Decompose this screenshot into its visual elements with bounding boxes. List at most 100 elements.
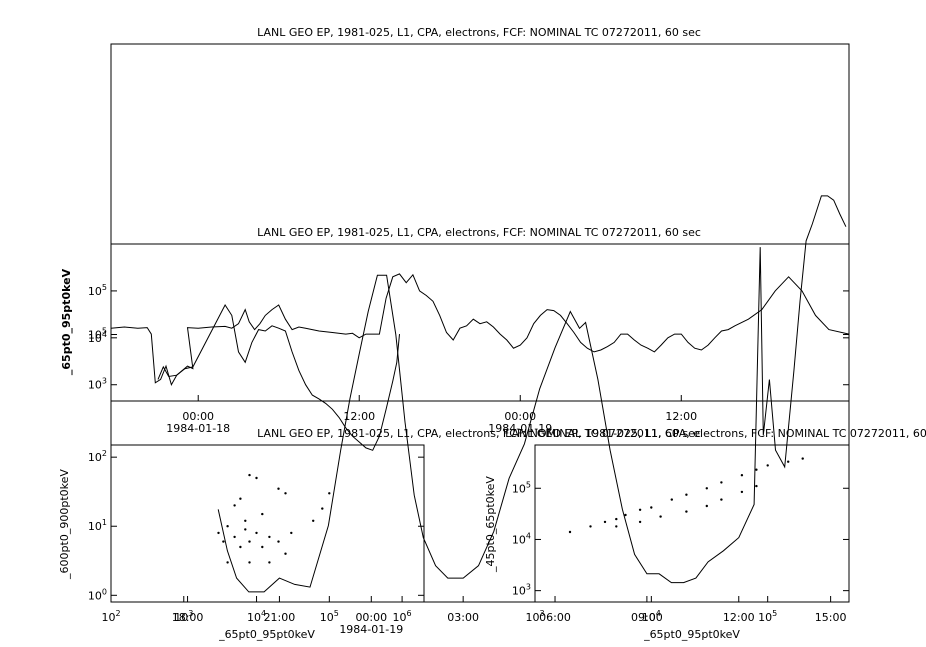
bottom-left-y-axis-label: _600pt0_900pt0keV (58, 469, 71, 580)
bottom-right-point-3 (615, 517, 618, 521)
bottom-left-y-tick-label-0: 100 (88, 587, 107, 602)
bottom-left-y-tick-group: 100 101 102 (88, 449, 424, 602)
bottom-left-point-21 (328, 492, 331, 495)
middle-x-date-label-0: 1984-01-18 (166, 422, 230, 435)
bottom-left-point-20 (321, 507, 324, 510)
top-x-tick-label-5: 09:00 (631, 611, 663, 624)
bottom-left-point-3 (233, 535, 236, 539)
bottom-right-point-4 (624, 513, 627, 517)
bottom-left-point-22 (226, 561, 229, 564)
bottom-right-panel-title: LANL GEO EP, 1981-025, L1, CPA, electron… (505, 427, 926, 440)
top-x-tick-label-7: 15:00 (815, 611, 847, 624)
bottom-left-panel-title: LANL GEO EP, 1981-025, L1, CPA, electron… (257, 427, 701, 440)
bottom-left-point-19 (312, 519, 315, 522)
middle-x-tick-label-0: 00:00 (182, 410, 214, 423)
bottom-left-x-tick-group: 102 103 104 105 106 (101, 596, 412, 624)
bottom-right-point-1 (589, 525, 592, 528)
bottom-right-point-6 (650, 506, 653, 509)
bottom-left-point-17 (277, 487, 280, 490)
top-panel-title: LANL GEO EP, 1981-025, L1, CPA, electron… (257, 26, 701, 39)
bottom-left-y-tick-label-1: 101 (88, 518, 107, 533)
bottom-right-point-17 (638, 520, 642, 524)
bottom-left-point-9 (268, 535, 271, 539)
bottom-left-point-4 (239, 545, 242, 549)
middle-plot-frame (110, 243, 850, 402)
bottom-right-point-16 (615, 525, 618, 528)
top-series-line-0 (217, 195, 847, 593)
bottom-left-point-23 (248, 561, 251, 564)
bottom-right-point-21 (720, 498, 723, 501)
bottom-left-point-12 (290, 531, 293, 535)
bottom-right-point-20 (705, 504, 708, 508)
bottom-left-point-14 (239, 497, 242, 500)
middle-x-tick-label-2: 00:00 (504, 410, 536, 423)
bottom-left-point-1 (222, 540, 225, 543)
middle-x-tick-label-1: 12:00 (343, 410, 375, 423)
bottom-left-y-tick-label-2: 102 (88, 449, 107, 464)
bottom-right-y-tick-group: 103 104 105 (512, 480, 849, 598)
bottom-right-point-8 (685, 493, 688, 496)
top-x-tick-label-3: 03:00 (447, 611, 479, 624)
bottom-right-point-7 (670, 498, 673, 501)
bottom-left-point-26 (244, 519, 247, 522)
top-series-group (217, 195, 847, 593)
bottom-left-x-tick-label-3: 105 (320, 609, 339, 624)
bottom-right-point-2 (603, 520, 607, 524)
bottom-right-point-14 (787, 460, 790, 463)
top-x-tick-label-4: 06:00 (539, 611, 571, 624)
bottom-right-point-9 (705, 487, 708, 490)
top-x-tick-label-2: 00:00 (355, 611, 387, 624)
top-y-tick-label-0: 105 (88, 327, 107, 342)
bottom-left-x-tick-label-2: 104 (247, 609, 266, 624)
middle-series-line-1 (157, 304, 400, 451)
bottom-left-x-tick-label-0: 102 (101, 609, 120, 624)
bottom-left-point-6 (248, 540, 251, 543)
bottom-left-point-8 (261, 545, 264, 549)
bottom-right-point-12 (755, 468, 758, 471)
bottom-left-point-16 (255, 476, 258, 480)
bottom-right-y-axis-label: _45pt0_65pt0keV (484, 476, 497, 573)
middle-y-tick-label-1: 104 (88, 330, 107, 345)
bottom-left-point-5 (244, 528, 247, 531)
bottom-right-y-tick-label-2: 105 (512, 480, 531, 495)
top-x-tick-label-6: 12:00 (723, 611, 755, 624)
bottom-left-point-15 (248, 473, 251, 477)
bottom-right-y-tick-label-0: 103 (512, 583, 531, 598)
middle-series-line-0 (110, 273, 850, 386)
bottom-left-x-axis-label: _65pt0_95pt0keV (218, 628, 315, 641)
bottom-left-point-11 (284, 552, 287, 555)
bottom-right-x-axis-label: _65pt0_95pt0keV (643, 628, 740, 641)
bottom-right-point-10 (720, 481, 723, 484)
top-x-tick-label-0: 18:00 (172, 611, 204, 624)
bottom-right-point-15 (801, 457, 804, 460)
bottom-left-point-24 (268, 561, 271, 564)
top-x-date-label-2: 1984-01-19 (339, 623, 403, 636)
bottom-left-point-25 (261, 512, 264, 516)
bottom-right-point-13 (766, 464, 769, 467)
top-x-tick-label-1: 21:00 (264, 611, 296, 624)
bottom-right-plot-frame (534, 444, 850, 603)
bottom-right-x-tick-label-2: 105 (758, 609, 777, 624)
bottom-right-y-tick-label-1: 104 (512, 531, 531, 546)
middle-x-tick-label-3: 12:00 (665, 410, 697, 423)
middle-series-group (110, 273, 850, 451)
bottom-right-point-19 (685, 510, 688, 513)
middle-panel-title: LANL GEO EP, 1981-025, L1, CPA, electron… (257, 226, 701, 239)
bottom-left-point-2 (226, 525, 229, 528)
bottom-right-point-11 (740, 474, 744, 477)
bottom-left-plot-frame (110, 444, 425, 603)
bottom-left-point-18 (284, 492, 287, 495)
bottom-right-point-18 (659, 515, 662, 518)
bottom-right-point-group (568, 457, 804, 534)
middle-time-series-panel: LANL GEO EP, 1981-025, L1, CPA, electron… (60, 226, 850, 451)
top-plot-frame (110, 43, 850, 603)
bottom-right-point-0 (568, 530, 572, 534)
bottom-left-point-7 (255, 531, 258, 535)
bottom-left-x-tick-label-1: 103 (174, 609, 193, 624)
top-time-series-panel: LANL GEO EP, 1981-025, L1, CPA, electron… (88, 26, 850, 636)
bottom-left-point-0 (217, 531, 220, 535)
bottom-right-point-5 (638, 508, 642, 511)
bottom-right-x-tick-group: 103 104 105 (525, 596, 777, 624)
